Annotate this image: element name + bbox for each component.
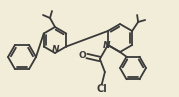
Text: O: O <box>78 52 86 61</box>
Text: N: N <box>52 45 60 55</box>
Text: N: N <box>103 41 111 49</box>
Text: Cl: Cl <box>96 84 107 94</box>
